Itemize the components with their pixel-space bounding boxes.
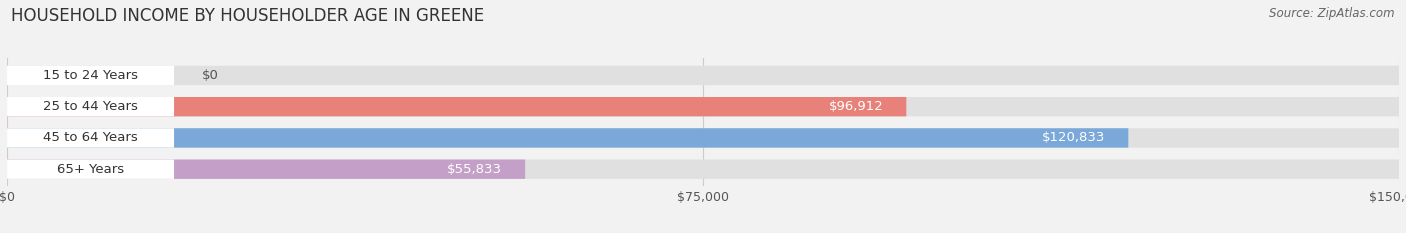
Text: 45 to 64 Years: 45 to 64 Years: [44, 131, 138, 144]
Text: $120,833: $120,833: [1042, 131, 1105, 144]
Text: HOUSEHOLD INCOME BY HOUSEHOLDER AGE IN GREENE: HOUSEHOLD INCOME BY HOUSEHOLDER AGE IN G…: [11, 7, 485, 25]
FancyBboxPatch shape: [7, 128, 1128, 148]
Text: 65+ Years: 65+ Years: [58, 163, 124, 176]
FancyBboxPatch shape: [7, 160, 174, 179]
Text: Source: ZipAtlas.com: Source: ZipAtlas.com: [1270, 7, 1395, 20]
FancyBboxPatch shape: [7, 128, 1399, 148]
Text: $96,912: $96,912: [828, 100, 883, 113]
FancyBboxPatch shape: [7, 97, 907, 116]
Text: $0: $0: [202, 69, 219, 82]
Text: $55,833: $55,833: [447, 163, 502, 176]
FancyBboxPatch shape: [7, 66, 1399, 85]
Text: 15 to 24 Years: 15 to 24 Years: [44, 69, 138, 82]
FancyBboxPatch shape: [7, 66, 174, 85]
FancyBboxPatch shape: [7, 97, 174, 116]
FancyBboxPatch shape: [7, 128, 174, 148]
FancyBboxPatch shape: [7, 160, 524, 179]
Text: 25 to 44 Years: 25 to 44 Years: [44, 100, 138, 113]
FancyBboxPatch shape: [7, 97, 1399, 116]
FancyBboxPatch shape: [7, 160, 1399, 179]
